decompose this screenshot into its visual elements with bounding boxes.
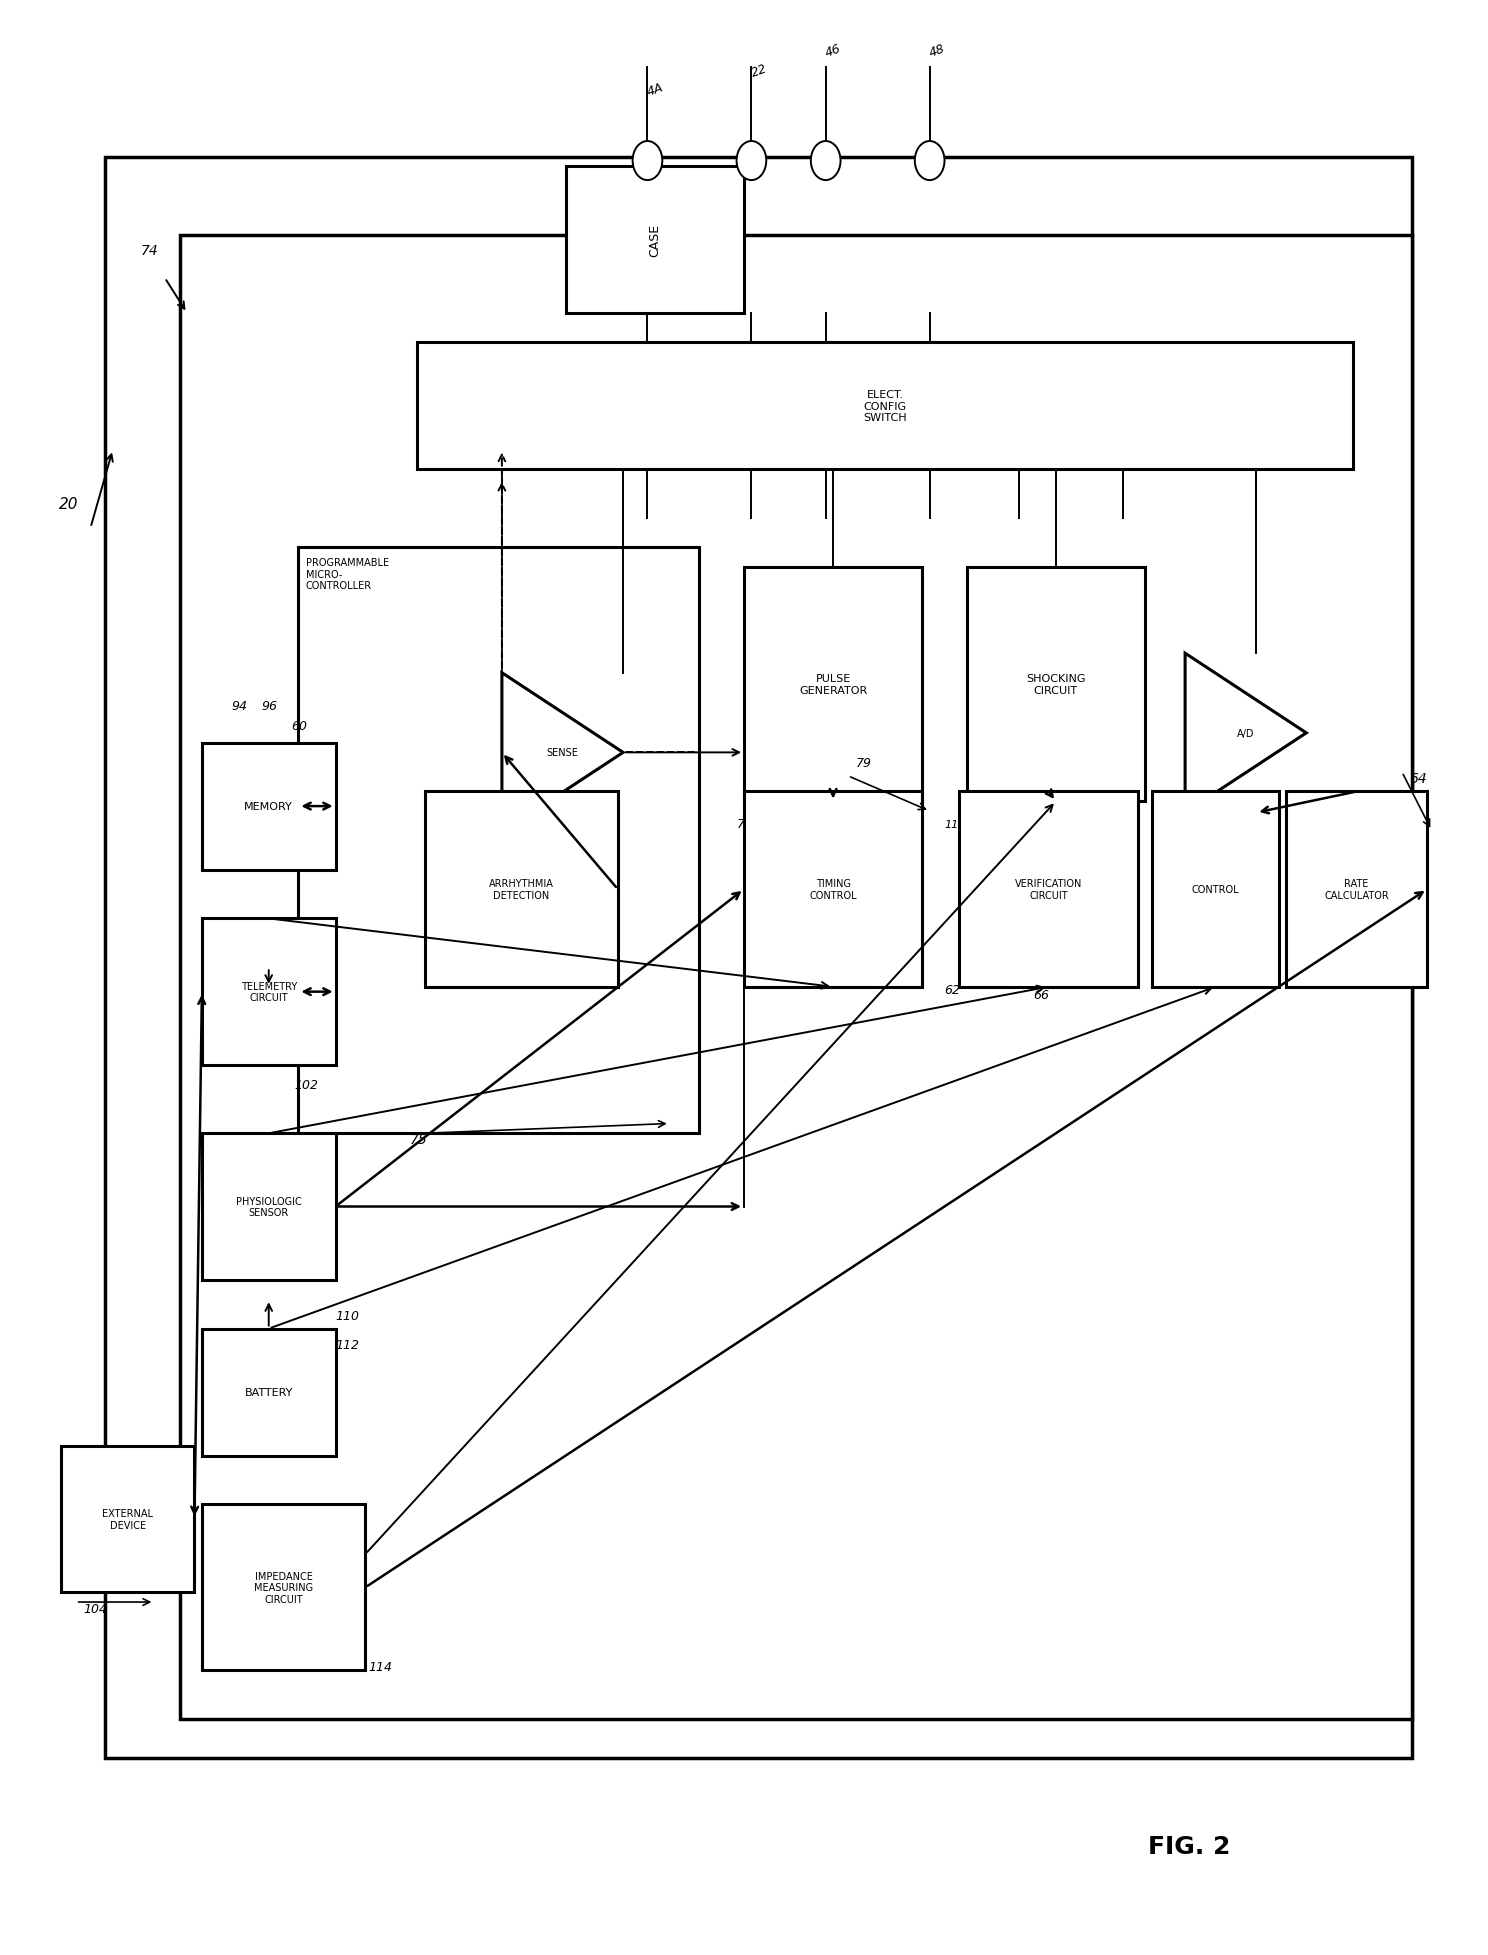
Text: 70: 70	[737, 817, 753, 831]
Text: 75: 75	[409, 1132, 427, 1146]
Text: 4A: 4A	[644, 82, 665, 100]
Text: 102: 102	[295, 1079, 318, 1091]
Bar	[744, 792, 923, 987]
Text: 80: 80	[491, 811, 507, 825]
Bar	[960, 792, 1138, 987]
Text: MEMORY: MEMORY	[244, 802, 293, 811]
Text: BATTERY: BATTERY	[244, 1388, 293, 1398]
Text: 96: 96	[262, 700, 277, 714]
Bar	[424, 792, 618, 987]
Text: 82: 82	[536, 837, 552, 850]
Bar	[417, 342, 1353, 469]
Text: 22: 22	[748, 63, 769, 80]
Text: EXTERNAL
DEVICE: EXTERNAL DEVICE	[103, 1509, 153, 1531]
Text: 64: 64	[1409, 772, 1427, 786]
Text: 20: 20	[58, 497, 77, 512]
Bar	[1152, 792, 1278, 987]
Text: SENSE: SENSE	[546, 749, 579, 759]
Bar	[202, 1134, 336, 1281]
Bar	[967, 567, 1144, 802]
Text: 62: 62	[945, 983, 961, 997]
Text: IMPEDANCE
MEASURING
CIRCUIT: IMPEDANCE MEASURING CIRCUIT	[254, 1572, 312, 1605]
Text: 114: 114	[368, 1660, 393, 1673]
Text: 48: 48	[927, 43, 946, 61]
Text: ARRHYTHMIA
DETECTION: ARRHYTHMIA DETECTION	[488, 880, 554, 901]
Text: 66: 66	[1034, 989, 1049, 1003]
Text: TELEMETRY
CIRCUIT: TELEMETRY CIRCUIT	[241, 981, 296, 1003]
Text: 112: 112	[336, 1339, 360, 1351]
Bar	[202, 1505, 365, 1670]
Bar	[202, 743, 336, 870]
Text: FIG. 2: FIG. 2	[1149, 1834, 1231, 1859]
Circle shape	[632, 143, 662, 182]
Text: PHYSIOLOGIC
SENSOR: PHYSIOLOGIC SENSOR	[237, 1196, 302, 1218]
Text: PULSE
GENERATOR: PULSE GENERATOR	[799, 674, 868, 696]
Circle shape	[811, 143, 841, 182]
Bar	[299, 547, 699, 1134]
Text: 46: 46	[823, 43, 842, 61]
Text: 60: 60	[292, 719, 307, 733]
Circle shape	[915, 143, 945, 182]
Bar	[61, 1447, 195, 1593]
Text: CASE: CASE	[649, 225, 661, 258]
Bar	[202, 1329, 336, 1456]
Text: 116: 116	[945, 819, 966, 829]
Text: ELECT.
CONFIG
SWITCH: ELECT. CONFIG SWITCH	[863, 389, 906, 422]
Polygon shape	[501, 673, 623, 833]
Text: VERIFICATION
CIRCUIT: VERIFICATION CIRCUIT	[1015, 880, 1082, 901]
Text: 74: 74	[141, 244, 159, 258]
Bar	[202, 919, 336, 1065]
Circle shape	[737, 143, 766, 182]
Bar	[744, 567, 923, 802]
Text: TIMING
CONTROL: TIMING CONTROL	[809, 880, 857, 901]
Bar	[1286, 792, 1427, 987]
Bar	[106, 158, 1412, 1758]
Text: PROGRAMMABLE
MICRO-
CONTROLLER: PROGRAMMABLE MICRO- CONTROLLER	[307, 557, 388, 590]
Bar	[180, 237, 1412, 1718]
Bar	[565, 168, 744, 313]
Polygon shape	[1184, 653, 1306, 813]
Text: CONTROL: CONTROL	[1192, 886, 1240, 895]
Text: RATE
CALCULATOR: RATE CALCULATOR	[1324, 880, 1388, 901]
Text: A/D: A/D	[1237, 729, 1254, 739]
Text: 94: 94	[232, 700, 247, 714]
Text: 79: 79	[856, 757, 872, 770]
Text: 104: 104	[83, 1601, 107, 1615]
Text: SHOCKING
CIRCUIT: SHOCKING CIRCUIT	[1027, 674, 1086, 696]
Text: 110: 110	[336, 1310, 360, 1322]
